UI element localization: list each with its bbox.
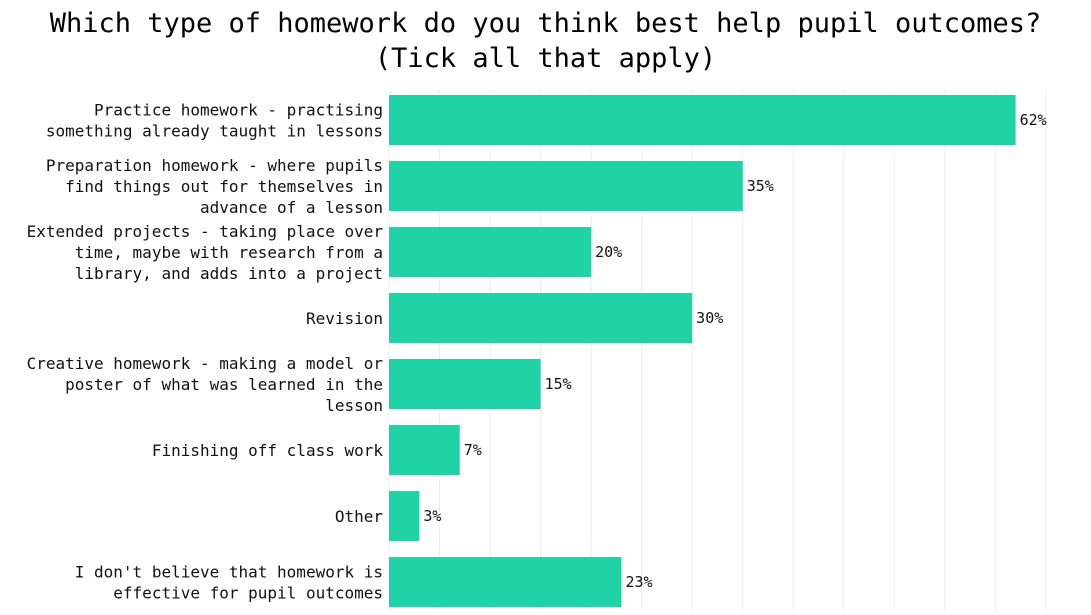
category-label-line: lesson [325,396,383,415]
category-label-7: I don't believe that homework is effectiv… [75,563,383,603]
category-label-line: Extended projects - taking place over [27,222,384,241]
value-label-2: 20% [595,243,622,261]
category-label-line: Revision [306,309,383,328]
value-label-3: 30% [696,309,723,327]
value-label-7: 23% [625,573,652,591]
category-label-line: Preparation homework - where pupils [46,156,383,175]
bar-1 [389,161,743,211]
category-label-line: advance of a lesson [200,198,383,217]
bar-3 [389,293,693,343]
category-label-4: Creative homework - making a model or pos… [27,354,384,415]
category-label-1: Preparation homework - where pupils find … [46,156,383,217]
chart-title-line-2: (Tick all that apply) [374,43,717,74]
category-label-line: I don't believe that homework is [75,563,383,582]
category-label-2: Extended projects - taking place over tim… [27,222,384,283]
category-label-line: something already taught in lessons [46,122,383,141]
category-label-line: effective for pupil outcomes [113,584,383,603]
category-label-line: time, maybe with research from a [75,243,383,262]
category-label-line: Other [335,507,384,526]
category-label-line: find things out for themselves in [65,177,383,196]
value-label-4: 15% [545,375,572,393]
category-label-line: Practice homework - practising [94,101,383,120]
bar-7 [389,557,622,607]
chart-title-line-1: Which type of homework do you think best… [49,8,1042,39]
value-label-6: 3% [423,507,441,525]
bar-4 [389,359,541,409]
category-label-line: poster of what was learned in the [65,375,383,394]
category-label-line: library, and adds into a project [75,264,383,283]
chart-title: Which type of homework do you think best… [0,6,1091,76]
value-label-1: 35% [747,177,774,195]
bar-6 [389,491,420,541]
bar-2 [389,227,592,277]
value-label-5: 7% [464,441,482,459]
category-label-5: Finishing off class work [152,441,384,460]
value-label-0: 62% [1020,111,1047,129]
bar-5 [389,425,460,475]
category-label-6: Other [335,507,384,526]
category-label-3: Revision [306,309,383,328]
category-label-line: Finishing off class work [152,441,384,460]
bar-0 [389,95,1016,145]
category-label-line: Creative homework - making a model or [27,354,384,373]
category-label-0: Practice homework - practising something … [46,101,383,141]
